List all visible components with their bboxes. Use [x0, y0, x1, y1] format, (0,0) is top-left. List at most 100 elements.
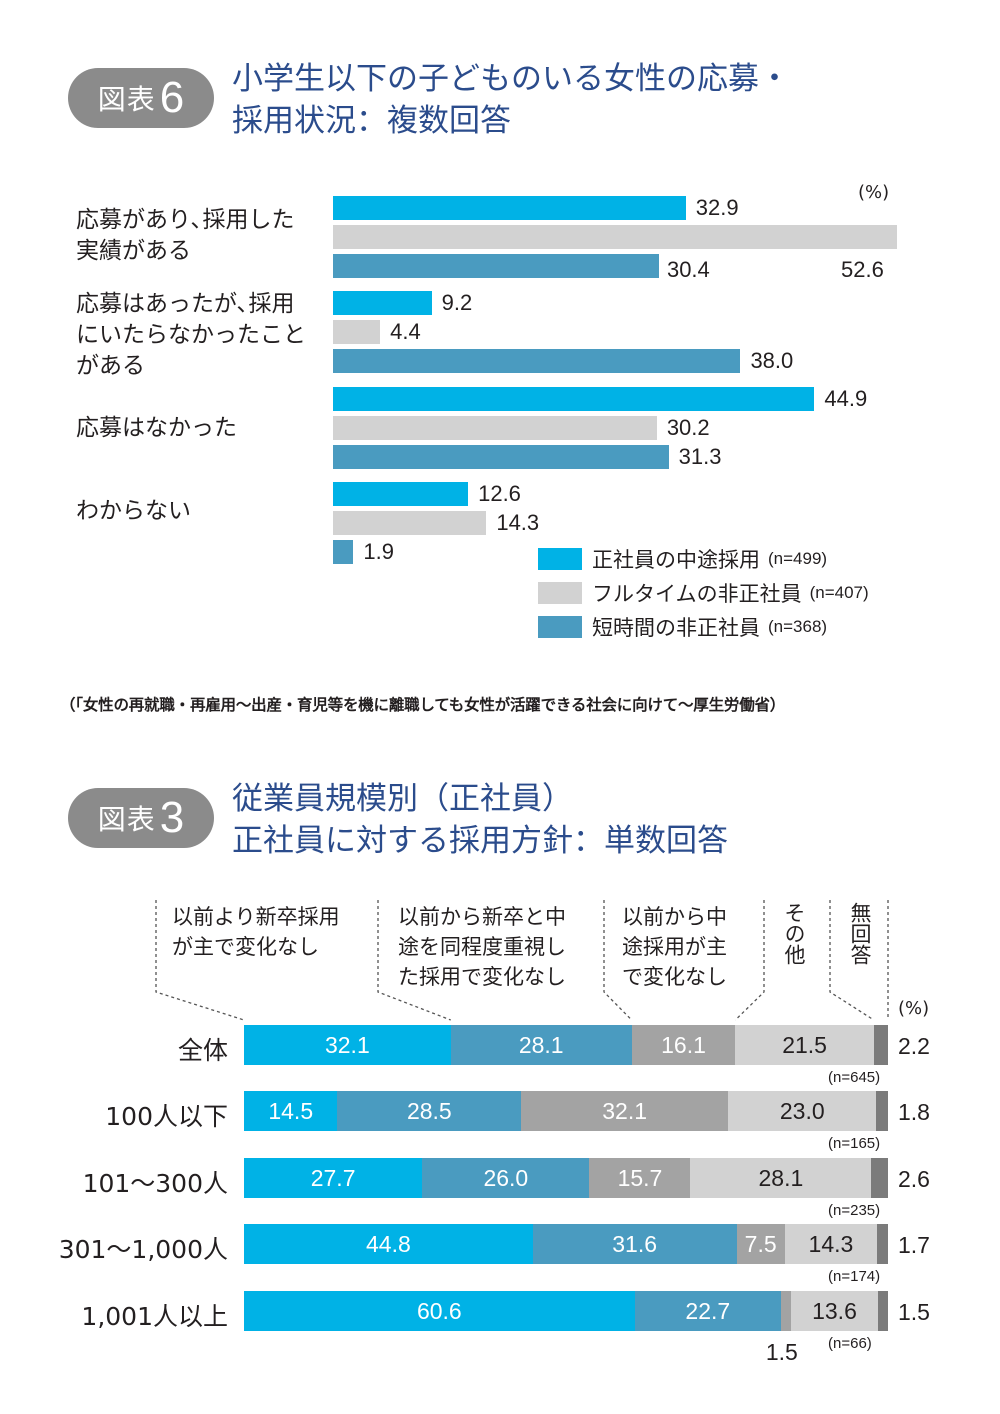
data-label: 30.2 [666, 415, 710, 440]
column-header: その他 [782, 902, 806, 965]
unit-label: (%) [858, 182, 890, 203]
column-header: 無回答 [848, 902, 872, 965]
bar-segment: 23.0 [728, 1091, 877, 1131]
row-label: 101〜300人 [82, 1169, 228, 1198]
leader-line [155, 900, 245, 1021]
badge-label: 図表 [97, 83, 156, 116]
column-header: 以前から新卒と中 途を同程度重視し た採用で変化なし [398, 905, 566, 989]
source-note: （「女性の再就職・再雇用〜出産・育児等を機に離職しても女性が活躍できる社会に向け… [60, 695, 786, 714]
column-header: 以前より新卒採用 が主で変化なし [172, 905, 340, 959]
bar [333, 349, 741, 373]
data-label: 1.7 [898, 1232, 930, 1258]
bar [333, 482, 469, 506]
data-label: 44.9 [824, 386, 868, 411]
legend-label: 短時間の非正社員 [592, 616, 760, 640]
data-label: 14.3 [496, 510, 540, 535]
title-line-2: 採用状況：複数回答 [232, 103, 511, 139]
bar [333, 320, 381, 344]
legend-label: 正社員の中途採用 [592, 548, 760, 572]
data-label: 4.4 [390, 319, 421, 344]
legend-item: 短時間の非正社員 (n=368) [538, 614, 827, 640]
data-label: 1.5 [898, 1299, 930, 1325]
figure-badge-3: 図表 3 [68, 788, 214, 848]
legend-item: 正社員の中途採用 (n=499) [538, 546, 827, 572]
leader-line [603, 900, 633, 1021]
bar-segment: 14.3 [784, 1224, 878, 1264]
bar [333, 225, 897, 249]
title-line-1: 従業員規模別（正社員） [232, 781, 573, 817]
badge-number: 3 [159, 793, 185, 842]
bar [333, 196, 686, 220]
legend-item: フルタイムの非正社員 (n=407) [538, 580, 869, 606]
bar [333, 387, 815, 411]
figure-3-title: 従業員規模別（正社員） 正社員に対する採用方針：単数回答 [232, 778, 728, 862]
category-label: 応募はあったが､採用 にいたらなかったこと がある [76, 291, 306, 379]
sample-size: (n=165) [828, 1135, 881, 1152]
bar-segment [871, 1158, 888, 1198]
bar-segment: 27.7 [244, 1158, 423, 1198]
bar-segment [878, 1291, 888, 1331]
data-label: 12.6 [478, 481, 521, 506]
column-header: 以前から中 途採用が主 で変化なし [622, 905, 727, 989]
legend-n: (n=407) [809, 583, 869, 602]
leader-line [377, 900, 451, 1021]
unit-label: (%) [898, 998, 930, 1019]
bar-segment: 16.1 [631, 1025, 736, 1065]
bar [333, 511, 487, 535]
row-label: 1,001人以上 [81, 1302, 228, 1331]
category-label: 応募があり､採用した 実績がある [76, 207, 295, 264]
bar-segment [877, 1224, 888, 1264]
leader-line [829, 900, 875, 1021]
bar [333, 254, 659, 278]
badge-number: 6 [159, 73, 185, 122]
bar [333, 291, 432, 315]
bar [333, 540, 354, 564]
row-label: 301〜1,000人 [58, 1235, 228, 1264]
bar-segment: 26.0 [422, 1158, 590, 1198]
legend-swatch [538, 548, 582, 570]
data-label: 9.2 [441, 290, 473, 315]
bar [333, 416, 657, 440]
legend-label: フルタイムの非正社員 [592, 582, 802, 606]
category-label: 応募はなかった [76, 415, 237, 441]
bar-segment: 21.5 [735, 1025, 874, 1065]
data-label: 2.6 [898, 1166, 930, 1192]
data-label: 1.8 [898, 1099, 930, 1125]
sample-size: (n=174) [828, 1268, 881, 1285]
bar-segment: 22.7 [634, 1291, 781, 1331]
title-line-1: 小学生以下の子どものいる女性の応募・ [232, 61, 790, 97]
bar-segment [876, 1091, 888, 1131]
bar [333, 445, 669, 469]
sample-size: (n=645) [828, 1069, 881, 1086]
legend-n: (n=499) [768, 549, 828, 568]
data-label: 1.9 [363, 539, 394, 564]
row-label: 全体 [177, 1036, 228, 1065]
bar-segment: 7.5 [736, 1224, 785, 1264]
row-label: 100人以下 [105, 1102, 228, 1131]
category-label: わからない [76, 498, 191, 524]
badge-label: 図表 [97, 803, 156, 836]
title-line-2: 正社員に対する採用方針：単数回答 [232, 823, 728, 859]
bar-segment: 28.1 [450, 1025, 632, 1065]
legend-swatch [538, 582, 582, 604]
bar-segment: 31.6 [532, 1224, 737, 1264]
data-label: 32.9 [695, 195, 739, 220]
sample-size: (n=235) [828, 1202, 881, 1219]
data-label: 52.6 [841, 257, 884, 282]
bar-segment: 14.5 [244, 1091, 338, 1131]
leader-line [734, 900, 765, 1021]
figure-6-title: 小学生以下の子どものいる女性の応募・ 採用状況：複数回答 [232, 58, 790, 142]
data-label: 31.3 [678, 444, 722, 469]
bar-segment [873, 1025, 888, 1065]
data-label: 2.2 [898, 1033, 930, 1059]
bar-segment: 15.7 [589, 1158, 691, 1198]
figure-badge-6: 図表 6 [68, 68, 214, 128]
legend-swatch [538, 616, 582, 638]
data-label: 38.0 [750, 348, 794, 373]
bar-segment: 32.1 [521, 1091, 729, 1131]
bar-segment: 13.6 [790, 1291, 879, 1331]
data-label: 30.4 [666, 257, 710, 282]
bar-segment [780, 1291, 791, 1331]
bar-segment: 32.1 [244, 1025, 451, 1065]
